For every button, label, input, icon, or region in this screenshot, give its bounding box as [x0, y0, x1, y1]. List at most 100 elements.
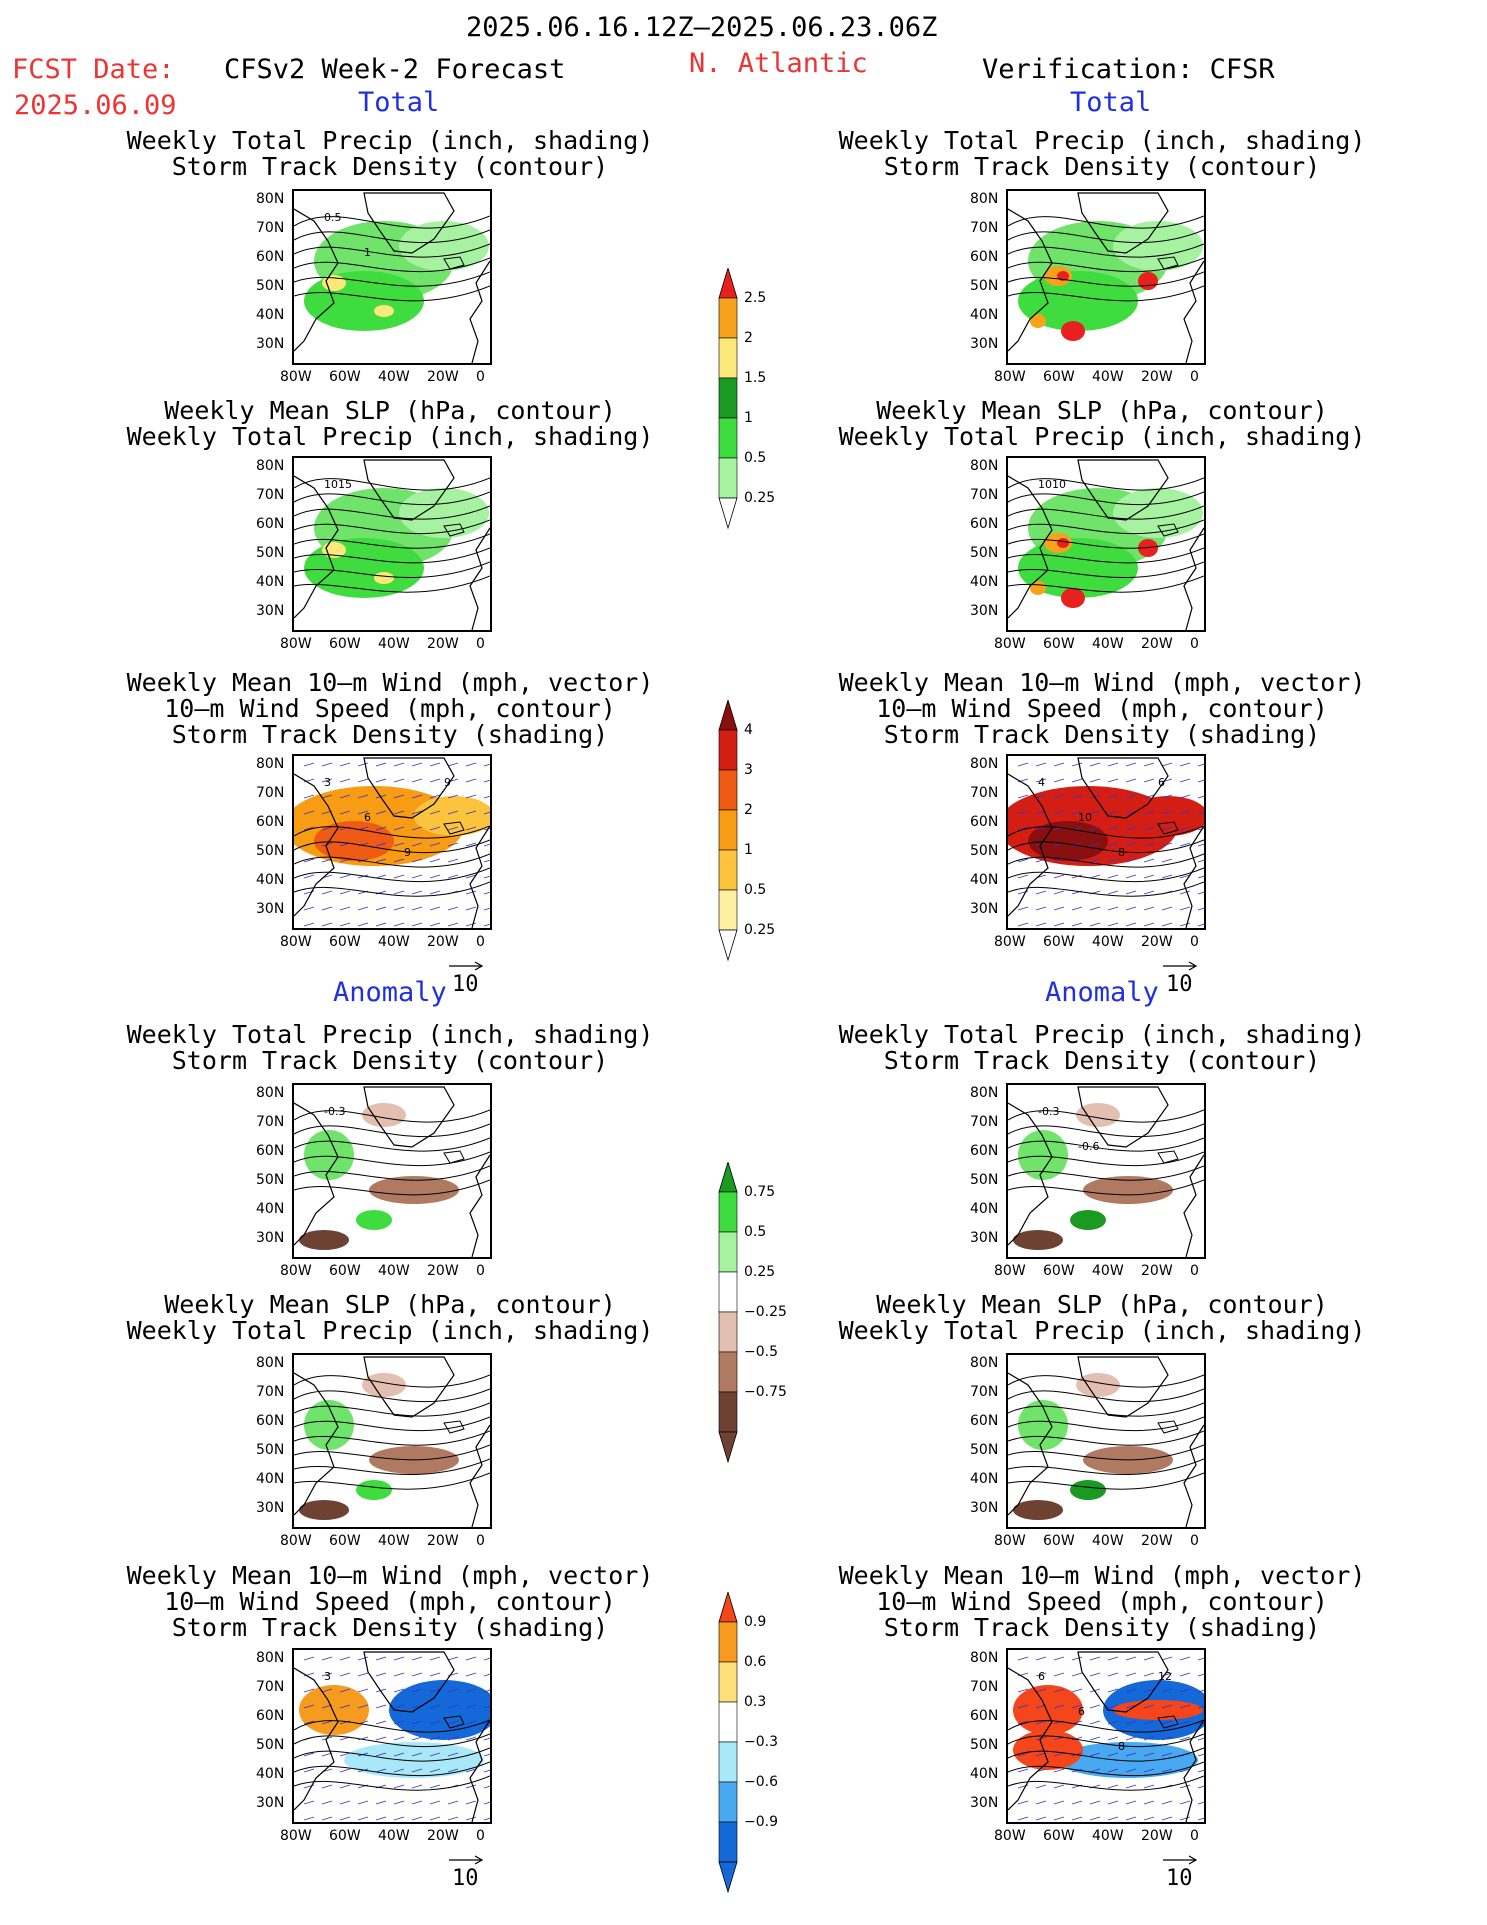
europe-africa-coastline	[1183, 1154, 1204, 1257]
contour-line	[294, 1137, 490, 1152]
wind-vector	[375, 842, 387, 847]
wind-vector	[1125, 1784, 1137, 1789]
wind-vector	[357, 922, 369, 927]
wind-vector	[1017, 874, 1029, 879]
panel-title-line: Weekly Total Precip (inch, shading)	[838, 422, 1366, 451]
precip-anomaly-shading	[1013, 1230, 1063, 1250]
precip-shading	[399, 221, 489, 271]
wind-vector	[1161, 1688, 1173, 1693]
contour-line	[1008, 867, 1204, 883]
longitude-tick-label: 60W	[1043, 636, 1075, 652]
contour-line	[1008, 1733, 1204, 1748]
wind-vector	[483, 1801, 490, 1805]
wind-vector	[1143, 1752, 1155, 1757]
contour-line	[294, 1179, 490, 1196]
latitude-tick-label: 80N	[970, 458, 999, 474]
panel-title-line: Storm Track Density (shading)	[883, 720, 1321, 749]
wind-vector	[447, 762, 459, 767]
panel-title-line: Weekly Total Precip (inch, shading)	[126, 1316, 654, 1345]
wind-vector	[393, 794, 405, 799]
wind-vector	[411, 1816, 423, 1821]
longitude-tick-label: 40W	[1092, 1533, 1124, 1549]
wind-vector	[1053, 810, 1065, 815]
wind-vector	[1035, 794, 1047, 799]
wind-vector	[1107, 1656, 1119, 1661]
colorbar-segment	[718, 1431, 738, 1464]
storm-track-shading	[314, 821, 394, 861]
colorbar-segment	[718, 1592, 738, 1623]
wind-vector	[1161, 1768, 1173, 1773]
latitude-tick-label: 80N	[970, 1355, 999, 1371]
north-america-coastline	[1008, 1372, 1053, 1516]
wind-vector	[375, 1752, 387, 1757]
wind-vector	[1143, 1656, 1155, 1661]
latitude-tick-label: 40N	[256, 1766, 285, 1782]
contour-line	[1008, 1747, 1204, 1762]
wind-vector	[1161, 922, 1173, 927]
contour-label: 10	[1078, 811, 1092, 824]
contour-line	[1008, 825, 1204, 839]
wind-vector	[465, 810, 477, 815]
panel-title-line: 10–m Wind Speed (mph, contour)	[876, 1587, 1328, 1616]
wind-vector	[303, 1720, 315, 1725]
wind-vector	[303, 906, 315, 911]
wind-vector	[1071, 762, 1083, 767]
panel-title-line: Weekly Mean 10–m Wind (mph, vector)	[838, 668, 1366, 697]
wind-vector	[411, 762, 423, 767]
colorbar-segment	[718, 1861, 738, 1894]
contour-line	[1008, 1719, 1204, 1733]
latitude-tick-label: 30N	[970, 1230, 999, 1246]
wind-vector	[1197, 1673, 1204, 1677]
colorbar-label: 0.25	[744, 490, 776, 506]
wind-vector	[465, 1656, 477, 1661]
wind-vector	[1197, 1737, 1204, 1741]
wind-vector	[1143, 842, 1155, 847]
latitude-tick-label: 70N	[256, 785, 285, 801]
wind-vector	[1017, 1800, 1029, 1805]
forecast-total-label: Total	[358, 87, 440, 118]
wind-vector	[1089, 1816, 1101, 1821]
colorbar-segment	[718, 268, 738, 299]
map-panel: 0.5 1	[292, 189, 492, 365]
europe-africa-coastline	[469, 260, 490, 363]
wind-vector	[1107, 794, 1119, 799]
iceland-coastline	[1157, 523, 1179, 537]
wind-vector	[1035, 890, 1047, 895]
longitude-tick-label: 40W	[1092, 636, 1124, 652]
storm-track-anomaly-shading	[1058, 1742, 1198, 1778]
panel-title-line: 10–m Wind Speed (mph, contour)	[164, 694, 616, 723]
precip-anomaly-shading	[304, 1130, 354, 1180]
wind-vector	[1017, 1816, 1029, 1821]
iceland-coastline	[443, 1420, 465, 1434]
wind-vector	[483, 1769, 490, 1773]
europe-africa-coastline	[1183, 260, 1204, 363]
wind-vector	[1197, 859, 1204, 863]
wind-vector	[321, 1720, 333, 1725]
wind-vector	[1179, 1784, 1191, 1789]
colorbar-label: 3	[744, 762, 753, 778]
wind-vector	[411, 1736, 423, 1741]
wind-vector	[357, 906, 369, 911]
wind-vector	[483, 907, 490, 911]
wind-vector	[1035, 1800, 1047, 1805]
colorbar-segment	[718, 769, 738, 811]
contour-line	[294, 285, 490, 302]
wind-vector	[1053, 890, 1065, 895]
contour-label: 3	[324, 1670, 331, 1683]
wind-vector	[303, 874, 315, 879]
wind-vector	[465, 1800, 477, 1805]
colorbar-label: 2.5	[744, 290, 767, 306]
wind-vector	[303, 1816, 315, 1821]
wind-vector	[303, 762, 315, 767]
wind-vector	[1143, 810, 1155, 815]
wind-vector	[393, 1784, 405, 1789]
europe-africa-coastline	[469, 1719, 490, 1822]
wind-vector	[375, 810, 387, 815]
wind-vector	[339, 1704, 351, 1709]
wind-vector	[411, 1672, 423, 1677]
wind-vector	[1161, 810, 1173, 815]
wind-vector	[357, 778, 369, 783]
latitude-tick-label: 60N	[256, 1708, 285, 1724]
colorbar-label: 0.5	[744, 1224, 767, 1240]
longitude-tick-label: 20W	[427, 1263, 459, 1279]
